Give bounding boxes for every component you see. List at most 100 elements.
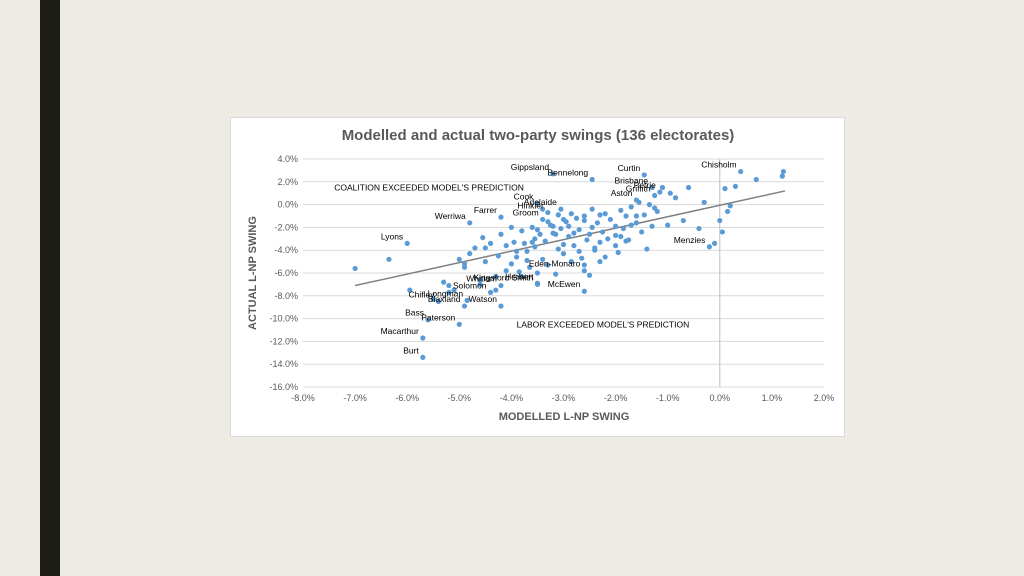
data-point <box>589 224 595 230</box>
data-point <box>722 186 728 192</box>
data-point <box>717 217 723 224</box>
data-point <box>719 229 726 235</box>
data-point <box>620 225 627 232</box>
point-label: Watson <box>468 294 497 304</box>
point-label: Cook <box>514 191 535 201</box>
data-point-labeled <box>550 171 556 177</box>
data-point <box>644 246 650 252</box>
data-point <box>534 270 541 276</box>
y-tick-label: -4.0% <box>274 245 298 255</box>
data-point <box>537 231 543 237</box>
data-point <box>555 212 561 218</box>
data-point-labeled <box>558 206 564 212</box>
y-tick-label: -14.0% <box>269 359 298 369</box>
data-point <box>430 296 436 302</box>
data-point <box>576 248 582 254</box>
data-point <box>732 183 739 189</box>
y-axis-title: ACTUAL L-NP SWING <box>247 216 259 330</box>
data-point <box>482 259 488 265</box>
data-point <box>527 264 533 270</box>
data-point <box>672 195 679 201</box>
data-point <box>482 245 488 251</box>
data-point <box>566 223 572 229</box>
data-point-labeled <box>545 209 551 216</box>
x-tick-label: -2.0% <box>604 393 628 403</box>
point-label: Farrer <box>474 205 497 215</box>
data-point <box>519 228 525 234</box>
point-label: Blaxland <box>428 294 461 304</box>
point-label: Chifley <box>408 290 435 300</box>
data-point <box>597 239 603 245</box>
data-point <box>542 238 548 244</box>
data-point <box>581 213 587 219</box>
data-point <box>467 251 473 257</box>
data-point-labeled <box>498 282 504 289</box>
y-tick-label: 2.0% <box>277 177 298 187</box>
data-point <box>524 248 530 254</box>
data-point <box>558 225 564 232</box>
data-point-labeled <box>420 335 426 341</box>
data-point <box>545 262 551 268</box>
x-tick-label: -8.0% <box>291 393 315 403</box>
point-label: Hinkler <box>517 201 544 211</box>
data-point <box>607 216 613 223</box>
data-point <box>514 248 520 254</box>
data-point <box>566 233 572 240</box>
point-label: Eden-Monaro <box>529 259 581 269</box>
x-tick-label: -1.0% <box>656 393 680 403</box>
point-label: Aston <box>611 188 633 198</box>
data-point-labeled <box>487 289 494 295</box>
data-point <box>597 212 603 218</box>
data-point <box>584 237 590 243</box>
data-point <box>477 281 483 287</box>
point-label: Solomon <box>453 280 487 290</box>
y-tick-label: -8.0% <box>274 291 298 301</box>
data-point <box>511 239 517 245</box>
y-tick-label: -12.0% <box>269 336 298 346</box>
chart-card: Modelled and actual two-party swings (13… <box>230 117 845 437</box>
data-point <box>571 230 577 236</box>
point-label: Paterson <box>421 312 455 322</box>
point-label: Chisholm <box>701 160 736 170</box>
data-point <box>646 202 653 208</box>
data-point <box>550 223 556 229</box>
data-point <box>553 271 559 277</box>
chart-annotation: COALITION EXCEEDED MODEL'S PREDICTION <box>334 183 524 193</box>
data-point-labeled <box>633 197 640 203</box>
data-point <box>568 259 574 265</box>
x-tick-label: -3.0% <box>552 393 576 403</box>
point-label: Bass <box>405 308 424 318</box>
data-point <box>441 279 447 285</box>
data-point <box>633 220 640 226</box>
point-label: Curtin <box>618 163 641 173</box>
x-tick-label: 0.0% <box>710 393 731 403</box>
data-point <box>568 211 574 217</box>
point-label: Kingsford Smith <box>473 272 533 282</box>
x-tick-label: -4.0% <box>500 393 524 403</box>
data-point <box>503 268 509 274</box>
data-point <box>696 225 702 232</box>
data-point <box>633 213 640 219</box>
data-point <box>456 256 462 262</box>
data-point <box>407 287 413 293</box>
data-point <box>639 229 645 235</box>
data-point-labeled <box>652 192 658 199</box>
x-tick-label: -7.0% <box>343 393 367 403</box>
point-label: Herbert <box>505 271 534 281</box>
x-tick-label: -6.0% <box>395 393 419 403</box>
data-point <box>618 207 624 213</box>
data-point <box>508 261 514 267</box>
data-point <box>498 231 504 237</box>
data-point <box>560 241 567 248</box>
data-point <box>597 259 603 265</box>
data-point <box>727 203 733 209</box>
data-point <box>602 211 608 217</box>
data-point <box>480 235 486 241</box>
data-point <box>553 231 559 237</box>
data-point <box>618 233 624 240</box>
data-point <box>461 264 468 270</box>
data-point <box>623 213 629 219</box>
data-point <box>613 223 619 229</box>
data-point-labeled <box>435 298 442 305</box>
chart-annotation: LABOR EXCEEDED MODEL'S PREDICTION <box>517 319 690 329</box>
